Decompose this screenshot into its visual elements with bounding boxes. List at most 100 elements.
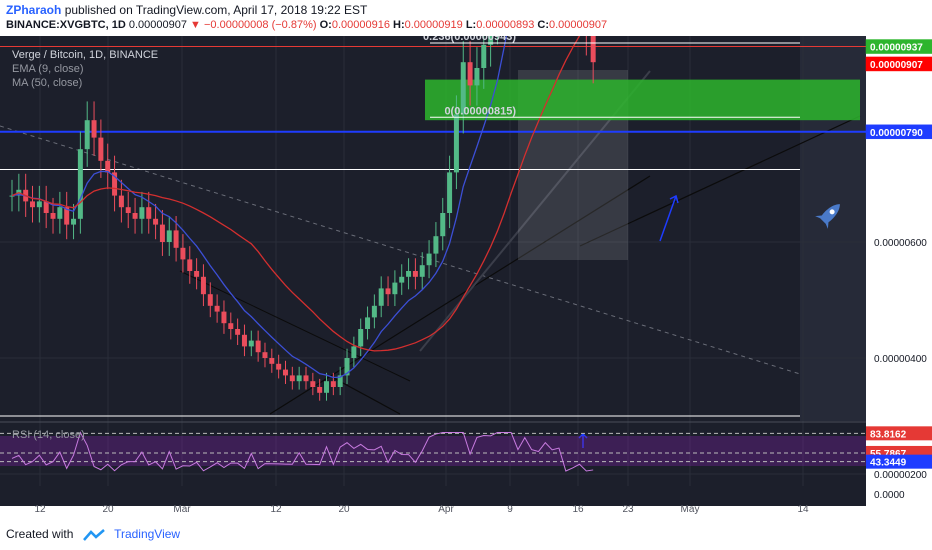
- time-tick-label: 23: [622, 504, 634, 514]
- candle-body: [406, 271, 412, 277]
- candle-body: [139, 207, 145, 219]
- rsi-level-box: [866, 454, 932, 469]
- candle-body: [440, 213, 446, 237]
- candle-body: [207, 294, 213, 306]
- candle-body: [105, 160, 111, 173]
- rsi-arrow-icon: [578, 432, 588, 448]
- tradingview-logo-icon: [82, 528, 105, 541]
- time-tick-label: 16: [572, 504, 584, 514]
- candle-body: [9, 195, 15, 197]
- resistance-line: [179, 270, 411, 382]
- candle-body: [235, 329, 241, 335]
- fib-label: 0(0.00000815): [444, 105, 516, 117]
- rsi-level-label: 43.3449: [870, 458, 907, 469]
- candle-body: [77, 149, 83, 219]
- candle-body: [289, 375, 295, 382]
- footer: Created with TradingView: [6, 527, 180, 541]
- candle-body: [118, 195, 124, 208]
- candle-body: [385, 288, 391, 295]
- candle-body: [228, 323, 234, 329]
- candle-body: [453, 114, 459, 173]
- legend-title: Verge / Bitcoin, 1D, BINANCE: [12, 49, 158, 61]
- drawings: [0, 46, 866, 448]
- candle-body: [303, 375, 309, 382]
- candle-body: [399, 276, 405, 283]
- symbol-label: BINANCE:XVGBTC, 1D: [6, 19, 126, 31]
- time-tick-label: 12: [34, 504, 46, 514]
- legend-ma: MA (50, close): [12, 77, 82, 89]
- candle-body: [98, 137, 104, 161]
- time-tick-label: Apr: [438, 504, 454, 514]
- candle-body: [187, 259, 193, 271]
- candle-body: [371, 305, 377, 318]
- ohlc-line: BINANCE:XVGBTC, 1D 0.00000907 ▼ −0.00000…: [6, 19, 607, 31]
- candle-body: [426, 253, 432, 266]
- candle-body: [248, 340, 254, 347]
- candle-body: [84, 120, 90, 150]
- low-value: 0.00000893: [476, 19, 535, 31]
- up-arrow-icon: [659, 194, 679, 242]
- candle-body: [125, 207, 131, 213]
- candle-body: [488, 36, 494, 45]
- rocket-icon: [815, 204, 840, 229]
- candle-body: [412, 271, 418, 277]
- price-change: ▼ −0.00000008 (−0.87%): [190, 19, 317, 31]
- rsi-line: [11, 431, 594, 472]
- candle-body: [241, 334, 247, 347]
- candle-body: [392, 282, 398, 295]
- candle-body: [36, 201, 42, 208]
- time-tick-label: 20: [102, 504, 114, 514]
- candle-body: [447, 172, 453, 213]
- candle-body: [460, 62, 466, 115]
- author-link[interactable]: ZPharaoh: [6, 3, 62, 17]
- candle-body: [324, 381, 330, 393]
- candle-body: [50, 213, 56, 219]
- tradingview-link[interactable]: TradingView: [114, 527, 181, 541]
- candle-body: [180, 247, 186, 260]
- candle-body: [433, 236, 439, 254]
- candle-body: [337, 375, 343, 387]
- close-label: C:: [537, 19, 549, 31]
- price-label-text: 0.00000937: [870, 43, 923, 54]
- price-label-text: 0.00000790: [870, 128, 923, 139]
- rsi-level-box: [866, 426, 932, 441]
- time-tick-label: Mar: [173, 504, 191, 514]
- candle-body: [214, 305, 220, 312]
- price-label-box: [865, 56, 932, 72]
- last-price: 0.00000907: [128, 19, 187, 31]
- price-label-box: [865, 39, 932, 54]
- price-tick-label: 0.00000600: [874, 238, 927, 249]
- candle-body: [200, 276, 206, 295]
- candle-body: [146, 207, 152, 219]
- candle-body: [166, 230, 172, 242]
- long-trendline: [579, 115, 861, 247]
- time-tick-label: 9: [507, 504, 513, 514]
- candle-body: [296, 375, 302, 382]
- candle-body: [112, 172, 118, 196]
- candle-body: [276, 363, 282, 370]
- rsi-level-label: 83.8162: [870, 429, 907, 440]
- publish-info: published on TradingView.com, April 17, …: [64, 3, 368, 17]
- candle-body: [221, 311, 227, 324]
- candle-body: [194, 271, 200, 277]
- price-chart[interactable]: 1.618(0.00001687)1(0.00001354)0.786(0.00…: [0, 36, 932, 514]
- time-tick-label: May: [681, 504, 700, 514]
- price-axis-labels: 0.000002000.000004000.000006000.00001200…: [865, 39, 932, 481]
- candle-body: [173, 230, 179, 248]
- candle-body: [481, 44, 487, 68]
- candle-body: [467, 62, 473, 86]
- candle-body: [159, 224, 165, 242]
- close-value: 0.00000907: [549, 19, 608, 31]
- candle-body: [317, 387, 323, 393]
- candle-body: [378, 288, 384, 306]
- candle-body: [310, 381, 316, 387]
- open-label: O:: [319, 19, 332, 31]
- price-axis: [866, 36, 932, 514]
- candle-body: [262, 352, 268, 358]
- candle-body: [344, 358, 350, 376]
- candle-body: [358, 329, 364, 347]
- candle-body: [282, 369, 288, 376]
- time-tick-label: 14: [797, 504, 809, 514]
- open-value: 0.00000916: [331, 19, 390, 31]
